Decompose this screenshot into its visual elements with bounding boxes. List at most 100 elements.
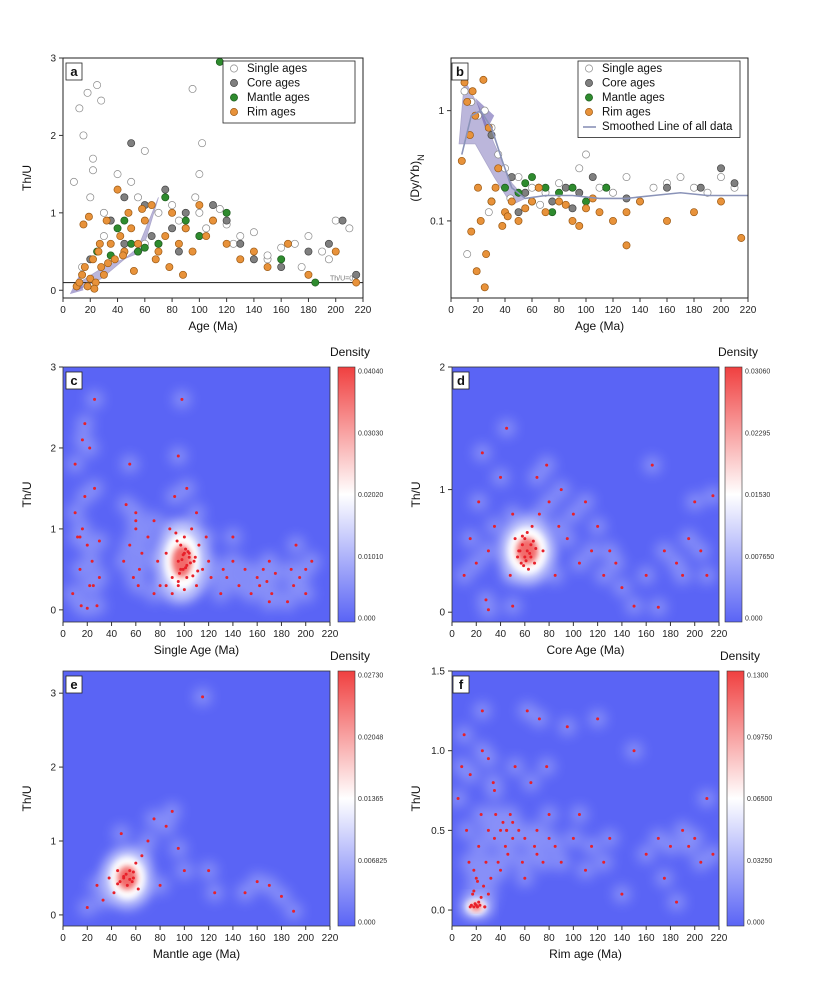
x-tick-label: 20 — [471, 629, 483, 640]
data-point — [711, 494, 715, 498]
data-point — [521, 179, 530, 188]
data-point — [90, 284, 99, 293]
legend-label: Single ages — [247, 63, 307, 75]
y-tick-label: 0.1 — [430, 216, 444, 227]
data-point — [565, 725, 569, 729]
data-point — [541, 208, 550, 217]
data-point — [156, 559, 160, 563]
density-field — [455, 419, 719, 619]
data-point — [165, 263, 174, 271]
x-axis-label: Age (Ma) — [188, 319, 237, 333]
data-point — [467, 860, 471, 864]
data-point — [80, 438, 84, 442]
data-point — [201, 567, 205, 571]
heatmap-panel-d: 0 20 40 60 80 100 120 140 160 180 200 220 0 1 2 Core Ag… — [409, 345, 774, 657]
x-tick-label: 60 — [130, 629, 142, 640]
data-point — [503, 844, 507, 848]
colorbar: 0.1300 0.09750 0.06500 0.03250 0.000 Density — [720, 649, 772, 927]
data-point — [304, 232, 313, 241]
colorbar-tick-label: 0.000 — [358, 616, 376, 623]
data-point — [465, 828, 469, 832]
data-point — [460, 765, 464, 769]
data-point — [553, 573, 557, 577]
data-point — [555, 188, 563, 197]
data-point — [559, 488, 563, 492]
data-point — [124, 503, 128, 507]
legend-marker — [230, 64, 238, 73]
legend-marker — [230, 79, 238, 87]
data-point — [188, 561, 192, 565]
data-point — [195, 584, 198, 588]
data-point — [97, 575, 101, 579]
data-point — [699, 549, 703, 553]
data-point — [501, 183, 509, 192]
data-point — [270, 592, 274, 596]
data-point — [154, 239, 163, 248]
data-point — [467, 227, 476, 236]
data-point — [292, 584, 296, 588]
data-point — [209, 216, 217, 225]
data-point — [484, 860, 488, 864]
data-point — [693, 836, 697, 840]
x-tick-label: 20 — [82, 933, 94, 944]
data-point — [705, 573, 709, 577]
data-point — [548, 208, 557, 217]
data-point — [690, 208, 698, 217]
data-point — [656, 836, 660, 840]
data-point — [193, 555, 197, 559]
data-point — [267, 883, 271, 887]
data-point — [286, 600, 290, 604]
colorbar-gradient — [337, 366, 356, 623]
data-point — [243, 891, 247, 895]
data-point — [267, 559, 271, 563]
legend-marker — [585, 93, 593, 102]
x-tick-label: 60 — [130, 933, 142, 944]
data-point — [496, 860, 500, 864]
legend-label: Mantle ages — [247, 92, 310, 104]
data-point — [95, 239, 104, 248]
y-tick-label: 0 — [50, 286, 56, 297]
data-point — [120, 193, 129, 202]
data-point — [469, 903, 473, 907]
data-point — [69, 177, 78, 186]
data-point — [125, 883, 129, 887]
data-point — [249, 228, 258, 237]
data-point — [185, 563, 189, 567]
data-point — [632, 604, 636, 608]
data-point — [85, 543, 89, 547]
legend-box — [577, 60, 741, 138]
data-point — [523, 555, 527, 559]
data-point — [526, 567, 530, 571]
data-point — [584, 868, 587, 872]
data-point — [179, 543, 183, 547]
y-tick-label: 1 — [50, 837, 56, 848]
data-point — [99, 232, 108, 241]
data-point — [182, 535, 186, 539]
x-tick-label: 20 — [82, 629, 94, 640]
data-point — [595, 208, 604, 217]
data-point — [541, 549, 545, 553]
x-tick-label: 80 — [155, 629, 167, 640]
data-point — [140, 854, 144, 858]
data-point — [243, 567, 247, 571]
data-point — [107, 876, 111, 880]
data-point — [73, 462, 77, 466]
density-field — [78, 687, 303, 921]
data-point — [192, 559, 196, 563]
data-point — [547, 812, 551, 816]
data-point — [511, 836, 515, 840]
data-point — [78, 535, 82, 539]
data-point — [222, 216, 231, 225]
data-point — [486, 892, 490, 896]
data-point — [186, 550, 190, 554]
data-point — [129, 266, 138, 275]
data-point — [338, 216, 347, 225]
data-point — [482, 884, 486, 888]
data-point — [530, 524, 534, 528]
data-point — [474, 876, 478, 880]
colorbar-gradient — [724, 366, 743, 623]
data-point — [204, 535, 208, 539]
data-point — [681, 573, 685, 577]
x-tick-label: 40 — [495, 933, 507, 944]
